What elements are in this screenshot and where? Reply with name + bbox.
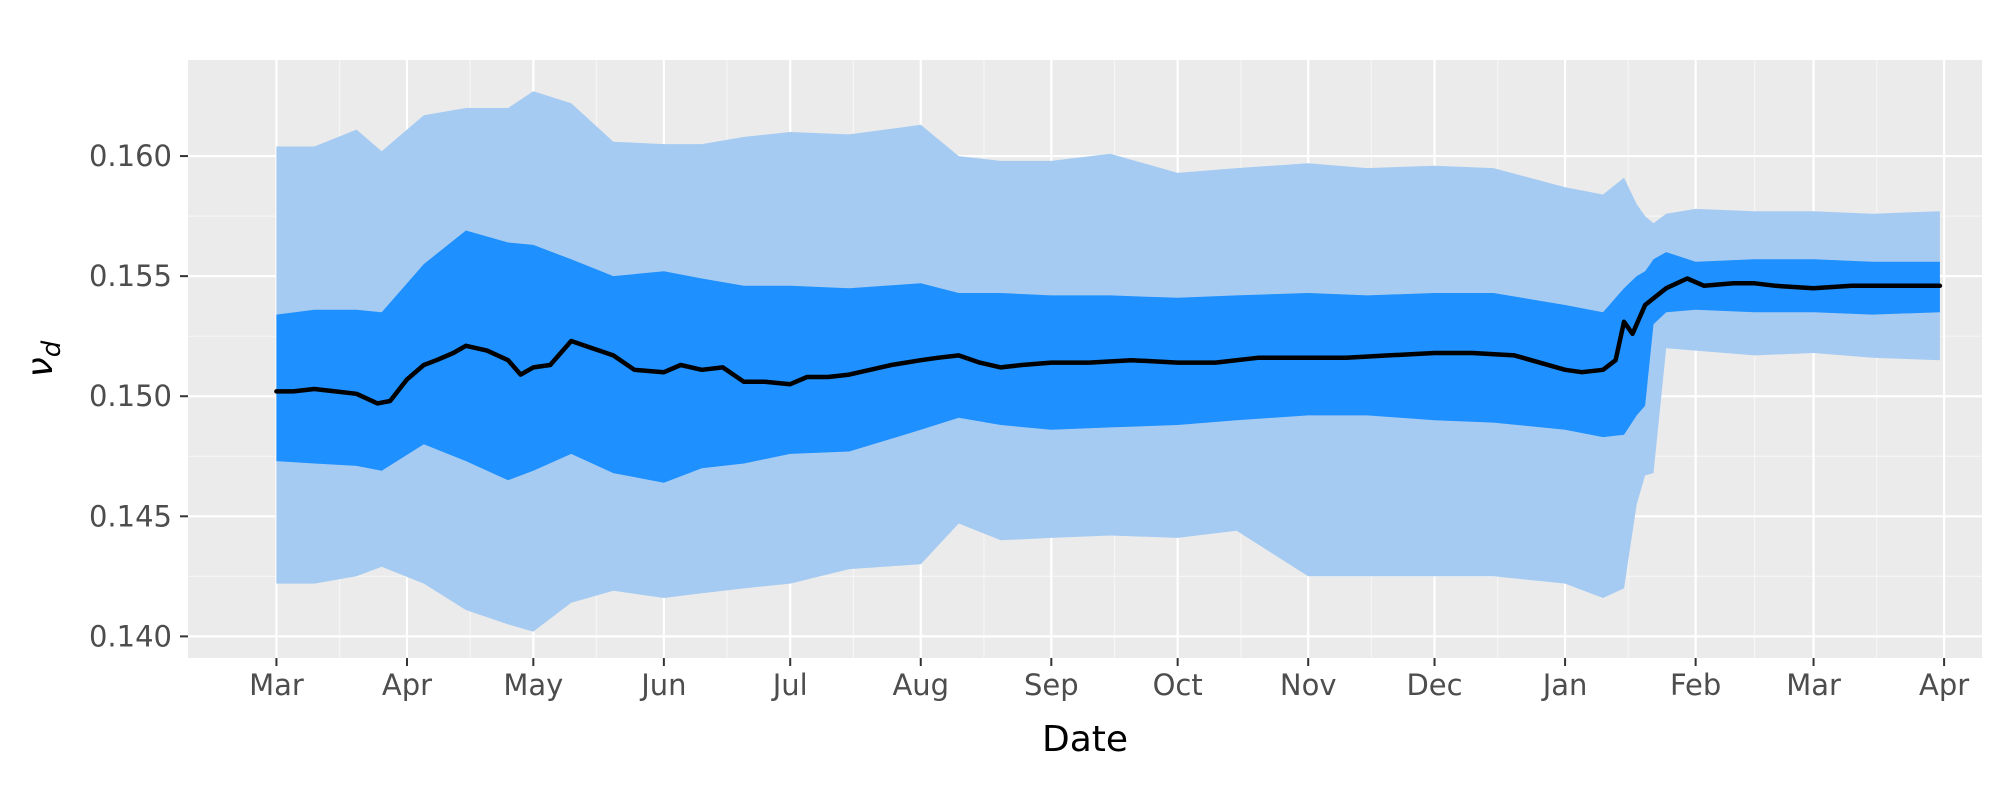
x-axis-title: Date (1042, 719, 1128, 760)
x-tick-label: Nov (1280, 668, 1337, 702)
y-tick-label: 0.160 (89, 139, 172, 173)
y-tick-label: 0.150 (89, 379, 172, 413)
x-tick-label: Sep (1024, 668, 1079, 702)
y-tick-label: 0.145 (89, 499, 172, 533)
x-tick-label: Dec (1406, 668, 1462, 702)
x-tick-label: Oct (1153, 668, 1203, 702)
y-tick-label: 0.155 (89, 259, 172, 293)
y-axis-title-subscript: d (37, 340, 67, 357)
x-tick-label: Jun (639, 668, 686, 702)
y-axis-title-symbol: ν (20, 357, 61, 377)
y-tick-label: 0.140 (89, 619, 172, 653)
x-tick-label: Feb (1670, 668, 1721, 702)
x-tick-label: Aug (892, 668, 949, 702)
x-tick-label: Jan (1541, 668, 1588, 702)
x-tick-label: Jul (771, 668, 808, 702)
median-line-layer (274, 276, 1943, 406)
y-axis: 0.140 0.145 0.150 0.155 0.160 (89, 139, 188, 653)
y-axis-title: νd (20, 340, 67, 377)
x-tick-label: May (503, 668, 563, 702)
x-tick-label: Apr (1919, 668, 1969, 702)
x-tick-label: Mar (1786, 668, 1841, 702)
inner-interval-band (276, 230, 1940, 483)
x-axis: Mar Apr May Jun Jul Aug Sep Oct Nov Dec Jan Feb Mar A… (249, 658, 1969, 702)
x-tick-label: Apr (382, 668, 432, 702)
median-line (274, 276, 1943, 406)
x-tick-label: Mar (249, 668, 304, 702)
